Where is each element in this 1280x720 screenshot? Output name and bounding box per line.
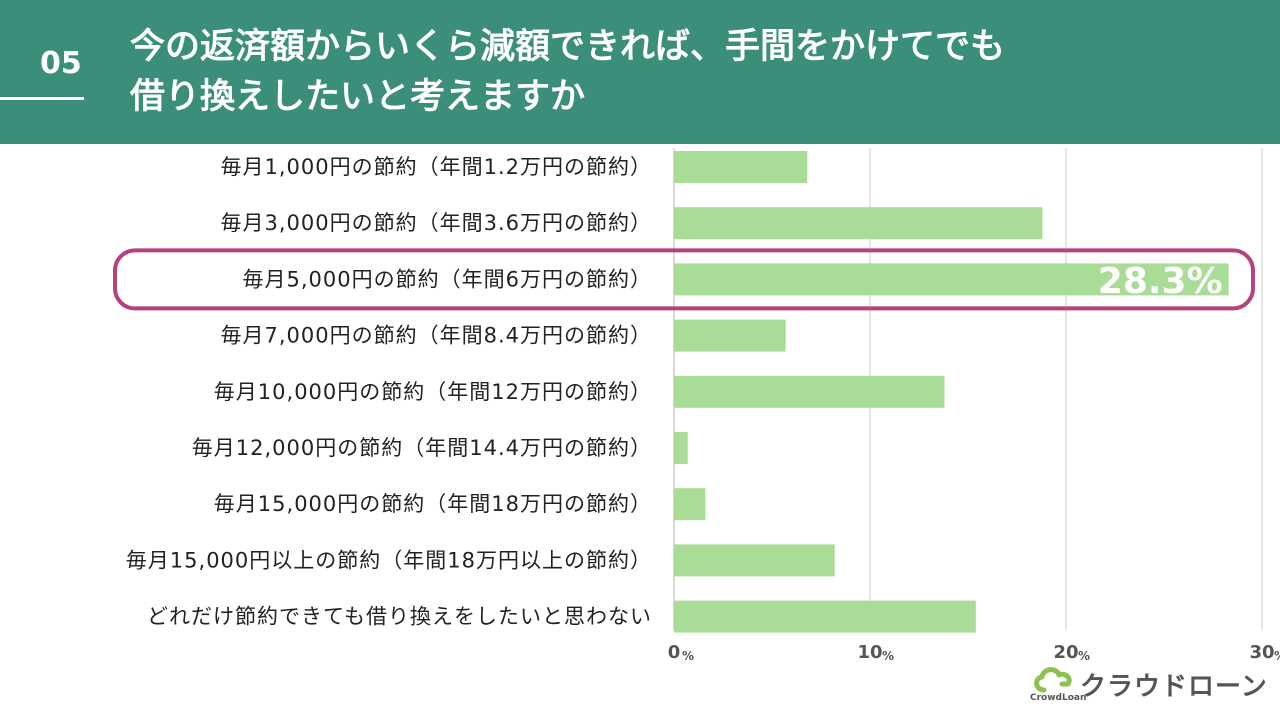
bar-4 bbox=[674, 375, 945, 408]
question-title-line-1: 今の返済額からいくら減額できれば、手間をかけてでも bbox=[130, 27, 1006, 67]
value-label-highlight: 28.3% bbox=[1098, 261, 1223, 302]
tick-label-20: 20 bbox=[1053, 642, 1078, 663]
bar-8 bbox=[674, 600, 976, 633]
bar-0 bbox=[674, 151, 808, 183]
question-title-line-2: 借り換えしたいと考えますか bbox=[130, 77, 586, 117]
logo-wordmark-jp: クラウドローン bbox=[1080, 672, 1268, 702]
bar-5 bbox=[674, 432, 688, 464]
bar-1 bbox=[674, 207, 1043, 240]
tick-unit-0: % bbox=[682, 649, 694, 663]
bar-2 bbox=[674, 263, 1229, 296]
tick-label-10: 10 bbox=[857, 642, 882, 663]
category-label-0: 毎月1,000円の節約（年間1.2万円の節約） bbox=[220, 155, 652, 179]
tick-unit-30: % bbox=[1274, 649, 1280, 663]
category-label-2: 毎月5,000円の節約（年間6万円の節約） bbox=[243, 267, 652, 291]
question-number-underline bbox=[0, 97, 84, 100]
bar-6 bbox=[674, 488, 706, 521]
question-number: 05 bbox=[40, 46, 82, 81]
category-label-1: 毎月3,000円の節約（年間3.6万円の節約） bbox=[220, 211, 652, 235]
category-label-6: 毎月15,000円の節約（年間18万円の節約） bbox=[214, 492, 652, 516]
tick-unit-10: % bbox=[882, 649, 894, 663]
crowdloan-logo: クラウドローン CrowdLoan bbox=[1028, 662, 1268, 712]
bar-7 bbox=[674, 544, 835, 577]
bar-3 bbox=[674, 319, 786, 352]
category-label-3: 毎月7,000円の節約（年間8.4万円の節約） bbox=[220, 324, 652, 348]
question-title: 今の返済額からいくら減額できれば、手間をかけてでも 借り換えしたいと考えますか bbox=[130, 22, 1250, 122]
category-label-8: どれだけ節約できても借り換えをしたいと思わない bbox=[147, 605, 652, 629]
category-label-7: 毎月15,000円以上の節約（年間18万円以上の節約） bbox=[126, 548, 652, 572]
tick-label-30: 30 bbox=[1249, 642, 1274, 663]
tick-label-0: 0 bbox=[668, 642, 681, 663]
cloud-icon bbox=[1034, 667, 1072, 693]
category-label-4: 毎月10,000円の節約（年間12万円の節約） bbox=[214, 380, 652, 404]
title-banner: 05 今の返済額からいくら減額できれば、手間をかけてでも 借り換えしたいと考えま… bbox=[0, 0, 1280, 144]
highlight-frame bbox=[113, 248, 1255, 311]
logo-wordmark-en: CrowdLoan bbox=[1030, 693, 1087, 703]
tick-unit-20: % bbox=[1078, 649, 1090, 663]
category-label-5: 毎月12,000円の節約（年間14.4万円の節約） bbox=[192, 436, 652, 460]
